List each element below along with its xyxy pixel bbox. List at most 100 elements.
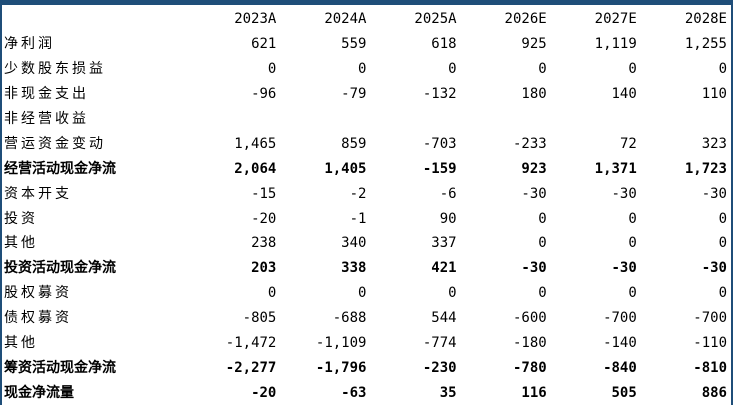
year-header: 2024A [324, 11, 367, 28]
cash-flow-table: 2023A 2024A 2025A 2026E 2027E 2028E 净利润 6… [4, 7, 731, 405]
row-label: 少数股东损益 [4, 61, 106, 78]
value-cell: 0 [267, 61, 277, 78]
table-row: 现金净流量 -20 -63 35 116 505 886 [4, 380, 731, 405]
table-row: 股权募资 0 0 0 0 0 0 [4, 281, 731, 306]
value-cell: 337 [431, 235, 457, 252]
value-cell: 1,723 [684, 160, 727, 177]
value-cell: -6 [439, 185, 457, 202]
value-cell: 203 [251, 260, 277, 277]
row-label: 非现金支出 [4, 86, 89, 103]
value-cell: 72 [619, 135, 637, 152]
value-cell: -2 [349, 185, 367, 202]
value-cell: 0 [358, 61, 367, 78]
table-row: 投资 -20 -1 90 0 0 0 [4, 206, 731, 231]
row-label: 非经营收益 [4, 111, 89, 127]
row-label: 筹资活动现金净流 [4, 359, 116, 376]
value-cell: 421 [431, 260, 457, 277]
value-cell: -30 [521, 185, 547, 202]
value-cell: 0 [358, 285, 367, 302]
value-cell [280, 107, 370, 132]
value-cell: -20 [251, 210, 277, 227]
table-row: 营运资金变动 1,465 859 -703 -233 72 323 [4, 131, 731, 156]
value-cell: 338 [341, 260, 367, 277]
row-label: 经营活动现金净流 [4, 160, 116, 177]
value-cell: 0 [718, 235, 727, 252]
value-cell: -840 [603, 359, 637, 376]
value-cell: 1,119 [594, 36, 637, 53]
value-cell: 923 [521, 160, 547, 177]
value-cell: -20 [251, 384, 277, 401]
value-cell: 1,255 [684, 36, 727, 53]
value-cell: -79 [341, 86, 367, 103]
value-cell: -233 [512, 135, 547, 152]
value-cell [461, 107, 551, 132]
value-cell: 886 [701, 384, 727, 401]
table-row: 其他 -1,472 -1,109 -774 -180 -140 -110 [4, 331, 731, 356]
value-cell [641, 107, 731, 132]
table-row: 投资活动现金净流 203 338 421 -30 -30 -30 [4, 256, 731, 281]
value-cell: -159 [422, 160, 457, 177]
value-cell: 0 [538, 235, 547, 252]
value-cell: 116 [521, 384, 547, 401]
value-cell: -1 [349, 210, 367, 227]
year-header: 2025A [414, 11, 457, 28]
value-cell: 1,465 [234, 135, 277, 152]
value-cell: 0 [718, 210, 727, 227]
value-cell: 0 [267, 285, 277, 302]
value-cell: 618 [431, 36, 457, 53]
value-cell: -15 [251, 185, 277, 202]
row-label: 资本开支 [4, 185, 72, 202]
value-cell: -600 [512, 310, 547, 327]
value-cell: 1,405 [324, 160, 367, 177]
value-cell: -780 [512, 359, 547, 376]
value-cell: 35 [439, 384, 457, 401]
value-cell: 0 [718, 285, 727, 302]
value-cell: 1,371 [594, 160, 637, 177]
year-header: 2028E [684, 11, 727, 28]
row-label: 债权募资 [4, 310, 72, 327]
row-label: 其他 [4, 235, 38, 252]
value-cell: 0 [538, 285, 547, 302]
value-cell: -1,472 [225, 335, 277, 352]
value-cell: 925 [521, 36, 547, 53]
value-cell: 0 [628, 235, 637, 252]
value-cell: -30 [701, 260, 727, 277]
value-cell: -774 [422, 335, 457, 352]
value-cell: -30 [521, 260, 547, 277]
row-label: 其他 [4, 335, 38, 352]
table-row: 少数股东损益 0 0 0 0 0 0 [4, 57, 731, 82]
value-cell: -2,277 [225, 359, 277, 376]
year-header: 2026E [504, 11, 547, 28]
table-row: 其他 238 340 337 0 0 0 [4, 231, 731, 256]
value-cell: -1,109 [315, 335, 367, 352]
table-row: 资本开支 -15 -2 -6 -30 -30 -30 [4, 181, 731, 206]
value-cell: 323 [701, 135, 727, 152]
value-cell [370, 107, 460, 132]
value-cell: -63 [341, 384, 367, 401]
value-cell: 0 [448, 61, 457, 78]
value-cell: -805 [242, 310, 277, 327]
value-cell: 0 [538, 210, 547, 227]
year-header: 2023A [234, 11, 277, 28]
table-row: 净利润 621 559 618 925 1,119 1,255 [4, 32, 731, 57]
value-cell: -230 [422, 359, 457, 376]
value-cell: -180 [512, 335, 547, 352]
value-cell [190, 107, 280, 132]
row-label: 投资 [4, 210, 38, 227]
value-cell: 505 [611, 384, 637, 401]
row-label: 净利润 [4, 36, 55, 53]
value-cell: 544 [431, 310, 457, 327]
value-cell: -132 [422, 86, 457, 103]
value-cell: 0 [538, 61, 547, 78]
row-label: 投资活动现金净流 [4, 260, 116, 277]
value-cell: 340 [341, 235, 367, 252]
value-cell: 2,064 [234, 160, 277, 177]
value-cell: -140 [603, 335, 637, 352]
value-cell: 110 [701, 86, 727, 103]
table-row: 非经营收益 [4, 107, 731, 132]
value-cell: -30 [611, 185, 637, 202]
table-row: 债权募资 -805 -688 544 -600 -700 -700 [4, 306, 731, 331]
row-label: 股权募资 [4, 285, 72, 302]
value-cell: 0 [718, 61, 727, 78]
